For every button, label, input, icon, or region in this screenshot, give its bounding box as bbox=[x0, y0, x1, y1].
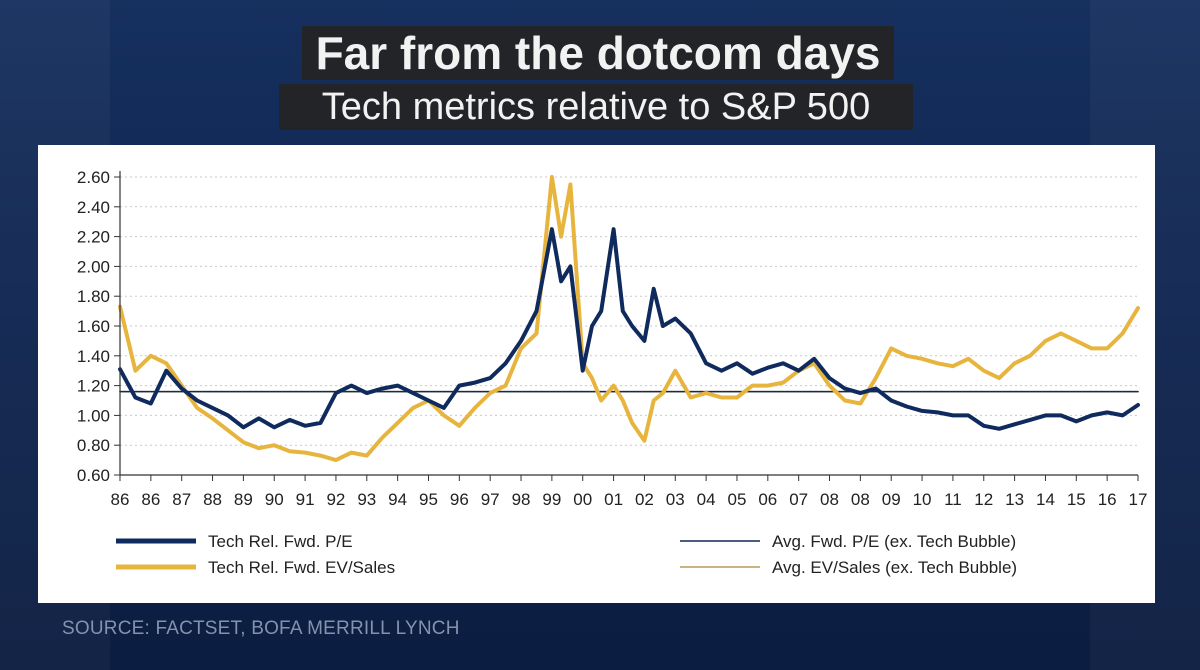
legend-label: Avg. Fwd. P/E (ex. Tech Bubble) bbox=[772, 532, 1016, 551]
legend: Tech Rel. Fwd. P/E Tech Rel. Fwd. EV/Sale… bbox=[116, 532, 1017, 577]
x-tick-label: 89 bbox=[234, 490, 253, 509]
axes bbox=[119, 171, 1138, 476]
x-tick-label: 17 bbox=[1129, 490, 1148, 509]
x-tick-label: 06 bbox=[758, 490, 777, 509]
x-tick-label: 94 bbox=[388, 490, 407, 509]
x-tick-label: 08 bbox=[851, 490, 870, 509]
x-tick-label: 88 bbox=[203, 490, 222, 509]
x-tick-label: 86 bbox=[141, 490, 160, 509]
chart-title: Far from the dotcom days bbox=[302, 26, 894, 80]
x-tick-label: 13 bbox=[1005, 490, 1024, 509]
x-tick-label: 99 bbox=[542, 490, 561, 509]
x-tick-label: 98 bbox=[512, 490, 531, 509]
series-line-1 bbox=[118, 175, 1140, 463]
x-tick-label: 05 bbox=[728, 490, 747, 509]
y-tick-label: 2.40 bbox=[77, 198, 110, 217]
x-tick-label: 14 bbox=[1036, 490, 1055, 509]
x-tick-label: 95 bbox=[419, 490, 438, 509]
x-tick-label: 02 bbox=[635, 490, 654, 509]
y-tick-label: 1.00 bbox=[77, 406, 110, 425]
series-line-0 bbox=[118, 227, 1140, 431]
y-tick-label: 2.60 bbox=[77, 168, 110, 187]
y-tick-label: 2.00 bbox=[77, 257, 110, 276]
series-lines bbox=[118, 175, 1140, 463]
y-tick-label: 0.60 bbox=[77, 466, 110, 485]
x-tick-label: 87 bbox=[172, 490, 191, 509]
line-chart: 2.60 2.40 2.20 2.00 1.80 1.60 1.40 1.20 1.00 0.80… bbox=[77, 168, 1148, 577]
y-tick-label: 2.20 bbox=[77, 228, 110, 247]
x-tick-label: 12 bbox=[974, 490, 993, 509]
y-tick-label: 1.40 bbox=[77, 347, 110, 366]
x-tick-label: 03 bbox=[666, 490, 685, 509]
x-tick-label: 10 bbox=[913, 490, 932, 509]
y-tick-label: 1.80 bbox=[77, 287, 110, 306]
legend-label: Tech Rel. Fwd. P/E bbox=[208, 532, 353, 551]
source-note: SOURCE: FACTSET, BOFA MERRILL LYNCH bbox=[62, 618, 460, 639]
x-tick-label: 00 bbox=[573, 490, 592, 509]
x-tick-label: 97 bbox=[481, 490, 500, 509]
x-tick-label: 11 bbox=[944, 490, 962, 509]
x-tick-label: 96 bbox=[450, 490, 469, 509]
x-tick-label: 04 bbox=[697, 490, 716, 509]
legend-label: Avg. EV/Sales (ex. Tech Bubble) bbox=[772, 558, 1017, 577]
x-tick-label: 01 bbox=[604, 490, 623, 509]
x-axis-ticks: 86 86 87 88 89 90 91 92 93 94 95 96 97 98 99 00 01 02 03 04… bbox=[111, 475, 1148, 509]
x-tick-label: 91 bbox=[296, 490, 315, 509]
x-tick-label: 15 bbox=[1067, 490, 1086, 509]
x-tick-label: 93 bbox=[357, 490, 376, 509]
y-tick-label: 1.60 bbox=[77, 317, 110, 336]
x-tick-label: 92 bbox=[326, 490, 345, 509]
x-tick-label: 07 bbox=[789, 490, 808, 509]
x-tick-label: 08 bbox=[820, 490, 839, 509]
y-tick-label: 0.80 bbox=[77, 436, 110, 455]
y-tick-label: 1.20 bbox=[77, 377, 110, 396]
x-tick-label: 16 bbox=[1098, 490, 1117, 509]
y-axis-ticks: 2.60 2.40 2.20 2.00 1.80 1.60 1.40 1.20 1.00 0.80… bbox=[77, 168, 120, 485]
x-tick-label: 09 bbox=[882, 490, 901, 509]
legend-label: Tech Rel. Fwd. EV/Sales bbox=[208, 558, 395, 577]
chart-panel: 2.60 2.40 2.20 2.00 1.80 1.60 1.40 1.20 1.00 0.80… bbox=[38, 145, 1155, 603]
gridlines bbox=[120, 176, 1138, 476]
chart-subtitle: Tech metrics relative to S&P 500 bbox=[279, 84, 913, 130]
x-tick-label: 90 bbox=[265, 490, 284, 509]
x-tick-label: 86 bbox=[111, 490, 130, 509]
